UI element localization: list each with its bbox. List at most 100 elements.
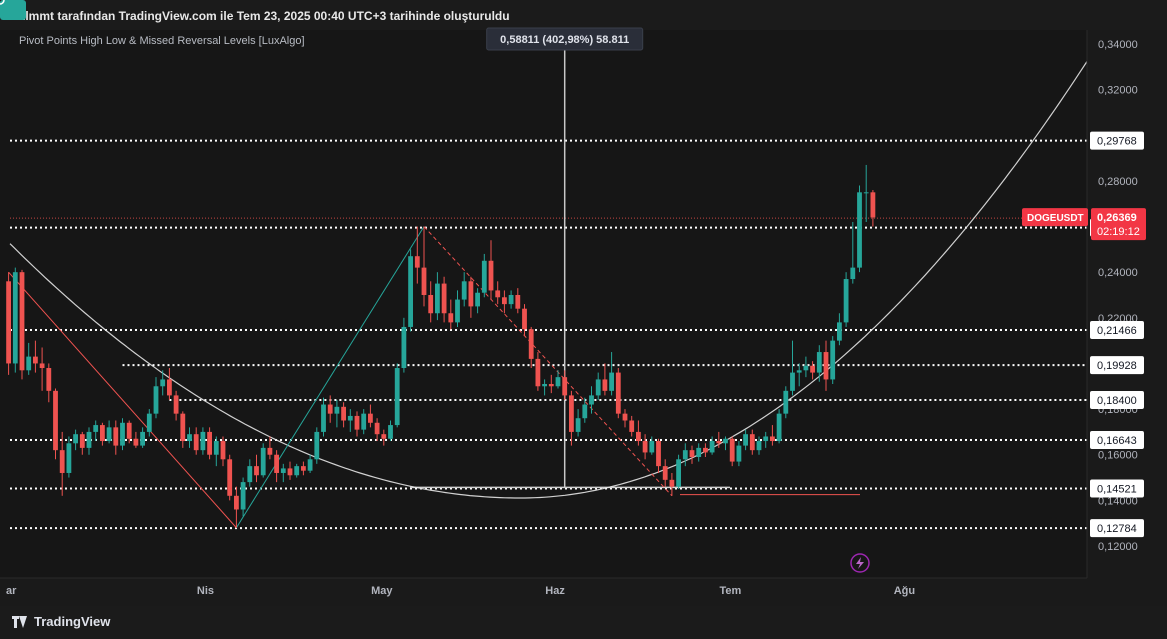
crosshair-label: 0,58811 (402,98%) 58.811 [486, 27, 644, 51]
crosshair-label-text: 0,58811 (402,98%) 58.811 [500, 34, 629, 46]
missed-pivot-bg [0, 0, 26, 20]
candle [455, 290, 460, 327]
candle [167, 368, 172, 400]
level-price-label: 0,14521 [1090, 479, 1144, 498]
candle-body [461, 281, 467, 300]
candles-layer [6, 164, 876, 528]
candle [609, 352, 614, 396]
candle [321, 397, 326, 437]
candle-body [716, 441, 722, 444]
candle-body [374, 422, 380, 435]
level-price-label: 0,16643 [1090, 431, 1144, 450]
level-price-text: 0,21466 [1097, 325, 1137, 337]
level-price-text: 0,18400 [1097, 395, 1137, 407]
candle-body [280, 468, 286, 473]
candle [401, 317, 407, 373]
candle [140, 427, 145, 448]
candle-body [59, 450, 65, 473]
candle [354, 411, 360, 437]
candle-body [582, 404, 588, 419]
candle-body [428, 295, 434, 314]
candle [408, 249, 413, 332]
level-price-label: 0,12784 [1090, 519, 1144, 538]
candle-body [267, 447, 273, 455]
candle [200, 427, 206, 455]
candle-body [488, 260, 494, 291]
candle-body [776, 413, 782, 442]
candle [93, 420, 99, 442]
candle [46, 363, 52, 403]
price-tick-label: 0,34000 [1098, 39, 1138, 51]
candle-body [555, 377, 561, 387]
candle [569, 390, 574, 446]
candle [435, 272, 440, 321]
level-price-bg [1090, 519, 1144, 538]
candle [173, 390, 179, 421]
candle [146, 409, 152, 437]
candle [6, 272, 11, 375]
candle-body [736, 445, 742, 462]
candle-body [6, 281, 11, 364]
candle-body [53, 390, 58, 451]
candle [522, 304, 527, 337]
candle [381, 429, 387, 446]
time-axis: ar Nis May Haz Tem Ağu [0, 577, 1087, 606]
candle-body [790, 372, 795, 391]
candle-body [435, 283, 440, 314]
candle [180, 411, 186, 448]
candle [394, 363, 400, 428]
candle-body [508, 295, 514, 305]
candle [776, 409, 782, 444]
candle-body [187, 434, 192, 442]
candle-body [535, 358, 541, 387]
symbol-tag-bg [1022, 208, 1088, 227]
candle-body [106, 427, 112, 442]
symbol-tag: DOGEUSDT [1022, 208, 1088, 227]
candle-body [709, 441, 715, 453]
candle-body [662, 466, 668, 480]
candle [153, 377, 159, 419]
price-tick-label: 0,24000 [1098, 267, 1138, 279]
candle [863, 164, 869, 222]
candle [622, 409, 628, 428]
candle [247, 459, 253, 487]
level-price-label: 0,19928 [1090, 356, 1144, 375]
candle [502, 290, 507, 314]
candle-body [481, 260, 487, 293]
candle [636, 420, 641, 446]
tradingview-logo[interactable]: TradingView [12, 614, 110, 629]
candle-body [193, 434, 199, 451]
candle-body [314, 431, 320, 460]
candle-body [816, 352, 822, 373]
candle [528, 326, 534, 369]
candle-body [609, 372, 614, 391]
candle [810, 361, 815, 380]
current-price-tag: 0,26369 02:19:12 [1091, 208, 1146, 241]
candle [548, 374, 554, 394]
candle [213, 436, 219, 467]
candle [274, 450, 279, 483]
candle [347, 409, 353, 432]
candle [421, 226, 427, 307]
candle [629, 415, 635, 437]
candle-body [562, 377, 568, 396]
candle [227, 454, 233, 501]
candle-body [870, 192, 876, 218]
candle [696, 443, 702, 462]
candle-body [381, 434, 387, 439]
candle-body [93, 425, 99, 432]
candle-body [126, 422, 132, 439]
level-price-label: 0,29768 [1090, 131, 1144, 150]
candle [763, 431, 769, 448]
candle [749, 429, 755, 455]
candle [341, 402, 346, 428]
candle [428, 281, 434, 323]
candle [662, 459, 668, 487]
candle-body [528, 329, 534, 359]
candle-body [227, 459, 233, 496]
candle [823, 340, 829, 391]
candle [716, 431, 722, 448]
candle-body [12, 272, 18, 364]
candlestick-chart[interactable]: 0,58811 (402,98%) 58.811 0,34000 0,32000 0… [0, 0, 1167, 606]
candle-body [636, 431, 641, 442]
